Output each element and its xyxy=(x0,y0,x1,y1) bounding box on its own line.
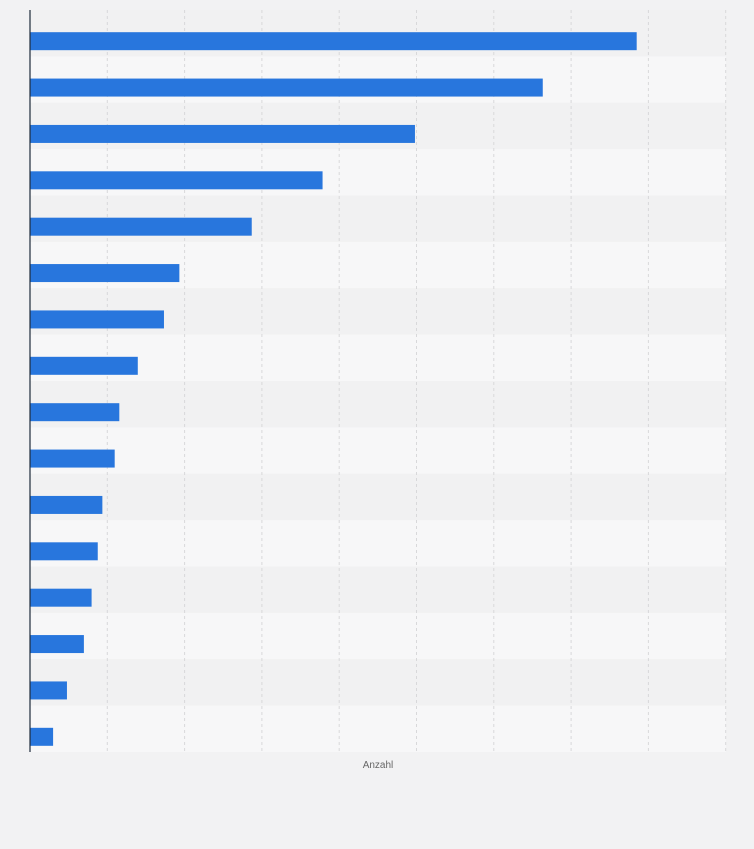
x-axis-label: Anzahl xyxy=(363,760,394,771)
row-band xyxy=(30,659,726,706)
bar[interactable] xyxy=(30,635,84,654)
row-band xyxy=(30,612,726,660)
row-band xyxy=(30,566,726,613)
bars xyxy=(30,32,637,746)
bar[interactable] xyxy=(30,681,67,700)
bar[interactable] xyxy=(30,495,103,514)
bar[interactable] xyxy=(30,310,164,329)
bar[interactable] xyxy=(30,449,115,468)
row-band xyxy=(30,334,726,381)
bar[interactable] xyxy=(30,403,120,422)
gridlines xyxy=(106,10,727,752)
bar[interactable] xyxy=(30,78,543,97)
bar[interactable] xyxy=(30,542,98,561)
bar[interactable] xyxy=(30,171,323,190)
row-band xyxy=(30,705,726,752)
bar[interactable] xyxy=(30,264,180,283)
bar[interactable] xyxy=(30,124,415,143)
bar[interactable] xyxy=(30,356,138,375)
bar[interactable] xyxy=(30,588,92,607)
row-bands xyxy=(30,10,726,752)
row-band xyxy=(30,520,726,567)
bar[interactable] xyxy=(30,32,637,51)
bar[interactable] xyxy=(30,727,54,746)
row-band xyxy=(30,381,726,428)
row-band xyxy=(30,473,726,521)
bar[interactable] xyxy=(30,217,252,236)
row-band xyxy=(30,427,726,474)
